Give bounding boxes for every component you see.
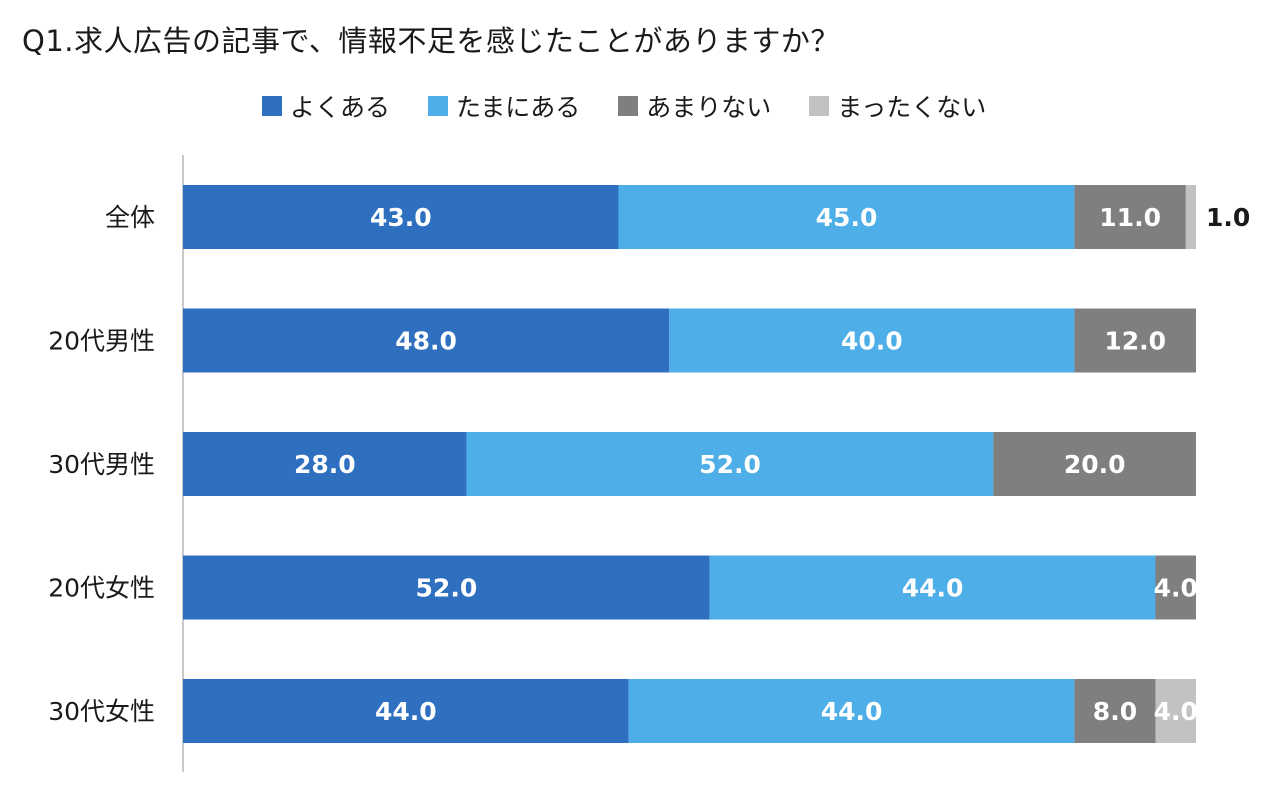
bar-segment <box>183 679 629 743</box>
data-label: 43.0 <box>370 203 432 232</box>
data-label: 4.0 <box>1154 574 1198 603</box>
bar-segment <box>993 432 1196 496</box>
data-label: 8.0 <box>1093 697 1137 726</box>
bar-segment <box>669 308 1075 373</box>
data-label: 44.0 <box>821 697 883 726</box>
bar-segment <box>709 555 1156 620</box>
category-label: 30代男性 <box>48 450 155 479</box>
legend-item-mattaku-nai: まったくない <box>809 88 986 124</box>
bar-segment <box>1074 679 1156 743</box>
legend-item-tamani-aru: たまにある <box>428 88 580 124</box>
legend-label: よくある <box>290 93 391 122</box>
category-label: 全体 <box>105 203 155 232</box>
legend-swatch <box>618 96 639 116</box>
bar-segment <box>183 308 670 373</box>
bar-segment <box>1155 679 1196 743</box>
bar-segment <box>1185 185 1196 249</box>
data-label: 40.0 <box>841 327 903 356</box>
bar-segment <box>1074 185 1186 249</box>
bar-segment <box>183 555 710 620</box>
legend-item-yoku-aru: よくある <box>262 88 390 124</box>
data-label: 11.0 <box>1099 203 1161 232</box>
bar-segment <box>1074 308 1196 373</box>
legend-label: たまにある <box>456 93 581 122</box>
data-label: 48.0 <box>395 327 457 356</box>
legend-swatch <box>428 96 449 116</box>
legend-label: あまりない <box>646 93 772 122</box>
legend-label: まったくない <box>837 93 987 122</box>
data-label: 44.0 <box>902 574 964 603</box>
category-label: 20代男性 <box>48 327 155 356</box>
bar-segment <box>618 185 1075 249</box>
data-label: 28.0 <box>294 450 356 479</box>
category-label: 30代女性 <box>48 697 155 726</box>
bar-segment <box>1155 555 1196 620</box>
chart-title: Q1.求人広告の記事で、情報不足を感じたことがありますか？ <box>22 24 840 58</box>
legend: よくある たまにある あまりない まったくない <box>262 88 986 124</box>
data-label: 44.0 <box>375 697 437 726</box>
data-label: 1.0 <box>1206 203 1250 232</box>
bar-segment <box>183 432 467 496</box>
legend-swatch <box>262 96 282 116</box>
data-label: 52.0 <box>699 450 761 479</box>
data-label: 52.0 <box>416 574 478 603</box>
legend-swatch <box>809 96 830 116</box>
legend-item-amari-nai: あまりない <box>618 88 771 124</box>
bar-segment <box>628 679 1075 743</box>
data-label: 20.0 <box>1064 450 1126 479</box>
data-label: 4.0 <box>1154 697 1198 726</box>
bar-segment <box>466 432 994 496</box>
data-label: 45.0 <box>816 203 878 232</box>
bar-segment <box>183 185 619 249</box>
category-label: 20代女性 <box>48 574 155 603</box>
data-label: 12.0 <box>1104 327 1166 356</box>
